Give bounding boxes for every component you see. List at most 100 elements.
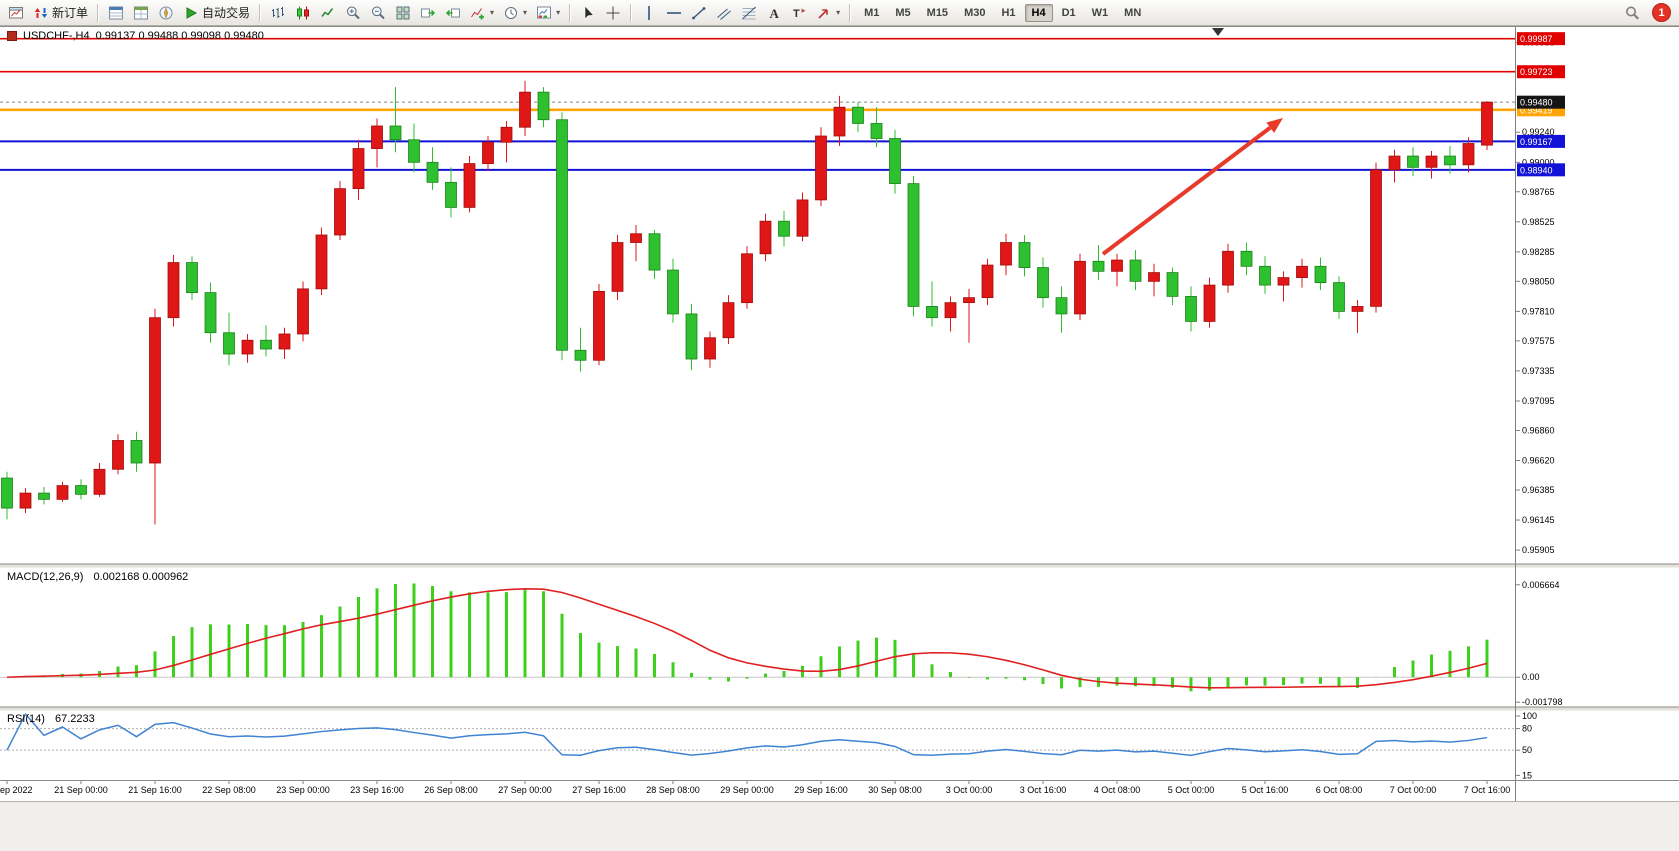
crosshair-button[interactable]	[601, 1, 625, 25]
tile-windows-button[interactable]	[391, 1, 415, 25]
svg-text:0.97095: 0.97095	[1522, 396, 1555, 406]
trend-arrow-annotation[interactable]	[1101, 118, 1283, 256]
svg-text:0.99419: 0.99419	[1520, 105, 1553, 115]
svg-text:0.006664: 0.006664	[1522, 580, 1560, 590]
svg-text:27 Sep 00:00: 27 Sep 00:00	[498, 785, 552, 795]
chart-shift-marker[interactable]	[1212, 28, 1224, 36]
candlestick-mode-icon	[295, 5, 311, 21]
text-icon: A	[766, 5, 782, 21]
timeframe-h4[interactable]: H4	[1024, 3, 1053, 22]
toolbar-separator	[569, 3, 572, 22]
auto-trading-label: 自动交易	[202, 6, 251, 20]
svg-text:5 Oct 00:00: 5 Oct 00:00	[1168, 785, 1215, 795]
timeframe-d1[interactable]: D1	[1061, 6, 1076, 19]
equidistant-channel-button[interactable]	[712, 1, 736, 25]
svg-text:0.98765: 0.98765	[1522, 187, 1555, 197]
trendline-icon	[691, 5, 707, 21]
timeframe-m1[interactable]: M1	[864, 6, 880, 19]
fibonacci-retracement-button[interactable]	[737, 1, 761, 25]
cursor-icon	[580, 4, 596, 21]
zoom-out-button[interactable]	[366, 1, 390, 25]
zoom-in-icon	[345, 5, 361, 21]
svg-text:100: 100	[1522, 711, 1537, 721]
new-order-button[interactable]: 新订单	[29, 1, 92, 25]
svg-text:3 Oct 16:00: 3 Oct 16:00	[1020, 785, 1067, 795]
candlesticks	[1, 80, 1493, 525]
arrows-shapes-button[interactable]: ▾	[812, 1, 844, 25]
timeframe-m15[interactable]: M15	[926, 6, 949, 19]
svg-text:0.98940: 0.98940	[1520, 165, 1553, 175]
macd-histogram	[24, 583, 1489, 692]
time-axis: 20 Sep 2022 21 Sep 00:00 21 Sep 16:00 22 Se…	[0, 781, 1510, 795]
periods-button[interactable]: ▾	[499, 1, 531, 25]
new-order-label: 新订单	[52, 6, 89, 20]
search-button[interactable]	[1620, 1, 1644, 25]
navigator-icon	[158, 5, 174, 21]
timeframe-m5[interactable]: M5	[895, 6, 911, 19]
crosshair-icon	[605, 5, 621, 21]
svg-text:26 Sep 08:00: 26 Sep 08:00	[424, 785, 478, 795]
timeframe-m30[interactable]: M30	[964, 6, 986, 19]
timeframe-mn[interactable]: MN	[1124, 6, 1142, 19]
svg-text:T: T	[793, 8, 800, 20]
zoom-in-button[interactable]	[341, 1, 365, 25]
data-window-button[interactable]	[129, 1, 153, 25]
svg-text:23 Sep 16:00: 23 Sep 16:00	[350, 785, 404, 795]
bar-chart-mode-button[interactable]	[266, 1, 290, 25]
cursor-button[interactable]	[576, 1, 600, 25]
timeframe-w1[interactable]: W1	[1091, 6, 1109, 19]
line-chart-mode-button[interactable]	[316, 1, 340, 25]
new-chart-button[interactable]	[4, 1, 28, 25]
svg-text:0.95905: 0.95905	[1522, 545, 1555, 555]
svg-text:29 Sep 16:00: 29 Sep 16:00	[794, 785, 848, 795]
svg-text:29 Sep 00:00: 29 Sep 00:00	[720, 785, 774, 795]
auto-trading-button[interactable]: 自动交易	[179, 1, 254, 25]
toolbar-separator	[97, 3, 100, 22]
timeframe-h1[interactable]: H1	[1001, 6, 1016, 19]
svg-text:0.97810: 0.97810	[1522, 306, 1555, 316]
text-button[interactable]: A	[762, 1, 786, 25]
svg-text:20 Sep 2022: 20 Sep 2022	[0, 785, 33, 795]
svg-text:5 Oct 16:00: 5 Oct 16:00	[1242, 785, 1289, 795]
vertical-line-button[interactable]	[637, 1, 661, 25]
dropdown-arrow-icon: ▾	[556, 8, 561, 17]
indicators-list-button[interactable]: ▾	[466, 1, 498, 25]
notification-badge[interactable]: 1	[1652, 3, 1671, 22]
market-watch-button[interactable]	[104, 1, 128, 25]
svg-text:3 Oct 00:00: 3 Oct 00:00	[946, 785, 993, 795]
navigator-button[interactable]	[154, 1, 178, 25]
svg-text:28 Sep 08:00: 28 Sep 08:00	[646, 785, 700, 795]
horizontal-line-button[interactable]	[662, 1, 686, 25]
svg-text:0.97575: 0.97575	[1522, 336, 1555, 346]
candlestick-mode-button[interactable]	[291, 1, 315, 25]
svg-text:23 Sep 00:00: 23 Sep 00:00	[276, 785, 330, 795]
svg-text:80: 80	[1522, 724, 1532, 734]
text-label-icon: T	[791, 5, 807, 21]
templates-button[interactable]: ▾	[532, 1, 564, 25]
svg-text:0.99000: 0.99000	[1522, 157, 1555, 167]
svg-text:30 Sep 08:00: 30 Sep 08:00	[868, 785, 922, 795]
svg-text:21 Sep 16:00: 21 Sep 16:00	[128, 785, 182, 795]
svg-text:4 Oct 08:00: 4 Oct 08:00	[1094, 785, 1141, 795]
toolbar-right: 1	[1620, 1, 1675, 25]
auto-scroll-button[interactable]	[416, 1, 440, 25]
svg-text:27 Sep 16:00: 27 Sep 16:00	[572, 785, 626, 795]
market-watch-icon	[108, 5, 124, 21]
svg-text:0.99723: 0.99723	[1520, 67, 1553, 77]
svg-text:0.98525: 0.98525	[1522, 217, 1555, 227]
bar-chart-mode-icon	[270, 5, 286, 21]
text-label-button[interactable]: T	[787, 1, 811, 25]
auto-scroll-icon	[420, 5, 436, 21]
chart-shift-button[interactable]	[441, 1, 465, 25]
svg-text:0.99987: 0.99987	[1520, 34, 1553, 44]
arrows-shapes-icon	[816, 5, 832, 21]
svg-text:50: 50	[1522, 745, 1532, 755]
toolbar-separator	[259, 3, 262, 22]
search-icon	[1624, 5, 1640, 21]
current-price-label: 0.99480	[1517, 95, 1565, 109]
horizontal-line-objects	[0, 37, 1515, 171]
price-label-0.99723: 0.99723	[1517, 65, 1565, 79]
price-label-0.98940: 0.98940	[1517, 163, 1565, 177]
trendline-button[interactable]	[687, 1, 711, 25]
